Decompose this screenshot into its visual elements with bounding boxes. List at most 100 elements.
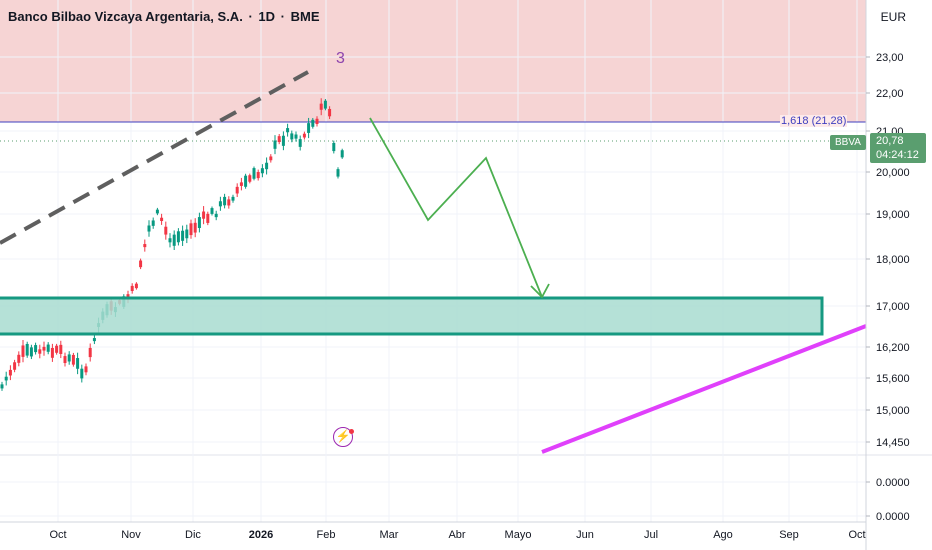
wave-count-label: 3 (336, 50, 345, 67)
candle-body (197, 217, 201, 229)
time-tick-label: Jul (644, 529, 658, 541)
candle-body (290, 133, 294, 140)
candle-body (189, 223, 193, 236)
candle-body (80, 368, 84, 379)
candle-body (252, 168, 256, 179)
candle-body (130, 285, 134, 291)
title-separator: · (248, 9, 253, 24)
candle-body (223, 196, 227, 206)
price-axis[interactable]: 23,0022,0021,0020,00019,00018,00017,0001… (866, 52, 910, 523)
candle-body (8, 369, 12, 376)
candle-body (277, 136, 281, 143)
support-zone[interactable] (0, 296, 824, 336)
candle-body (286, 128, 290, 133)
candle-body (294, 134, 298, 139)
candle-body (319, 103, 323, 110)
time-tick-label: Oct (848, 529, 865, 541)
candle-body (181, 230, 185, 241)
candle-body (302, 133, 306, 138)
candle-body (76, 358, 80, 369)
candle-body (84, 366, 88, 373)
last-price-value: 20,78 (876, 135, 904, 147)
candle-body (92, 338, 96, 342)
candle-body (202, 211, 206, 219)
candle-body (298, 139, 302, 147)
candle-body (265, 162, 269, 170)
candle-body (340, 150, 344, 158)
time-tick-label: Nov (121, 529, 141, 541)
forecast-arrowhead (530, 283, 550, 299)
candle-body (269, 156, 273, 161)
price-tick-label: 22,00 (876, 88, 904, 100)
time-tick-label: Sep (779, 529, 799, 541)
candle-body (29, 347, 33, 357)
candle-body (231, 196, 235, 201)
symbol-name: Banco Bilbao Vizcaya Argentaria, S.A. (8, 9, 243, 24)
forecast-path (369, 117, 543, 298)
price-tick-label: 0.0000 (876, 511, 910, 523)
time-tick-label: Oct (49, 529, 66, 541)
candle-body (244, 175, 248, 187)
candle-body (227, 199, 231, 206)
candle-body (151, 220, 155, 226)
candle-body (256, 172, 260, 179)
last-price-tag: 20,78 04:24:12 (870, 133, 926, 163)
currency-label[interactable]: EUR (880, 10, 906, 24)
candle-body (71, 354, 75, 365)
price-tick-label: 15,600 (876, 373, 910, 385)
time-tick-label: Jun (576, 529, 594, 541)
candle-body (160, 217, 164, 221)
time-axis[interactable]: Oct Nov Dic 2026 Feb Mar Abr Mayo Jun Jul Ago Sep Oc… (49, 529, 865, 541)
chart-title: Banco Bilbao Vizcaya Argentaria, S.A. · … (8, 9, 320, 24)
candle-body (147, 225, 151, 232)
candle-body (42, 346, 46, 351)
time-tick-label: Dic (185, 529, 201, 541)
candle-body (155, 209, 159, 214)
candle-body (164, 226, 168, 235)
lightning-alert-icon[interactable]: ⚡ (333, 427, 353, 447)
candle-body (21, 345, 25, 357)
candle-body (218, 201, 222, 207)
candle-body (88, 347, 92, 358)
candle-body (4, 376, 8, 381)
time-tick-label: 2026 (249, 529, 273, 541)
candle-body (13, 362, 17, 370)
price-tick-label: 17,000 (876, 301, 910, 313)
candle-body (235, 186, 239, 194)
candle-body (46, 344, 50, 352)
symbol-tag: BBVA (830, 135, 866, 150)
candle-body (25, 343, 29, 356)
time-tick-label: Ago (713, 529, 733, 541)
candle-body (17, 354, 21, 363)
candlesticks (0, 98, 344, 391)
interval-label[interactable]: 1D (258, 9, 276, 24)
candle-body (239, 182, 243, 186)
candle-body (55, 345, 59, 353)
price-tick-label: 16,200 (876, 342, 910, 354)
candle-body (273, 140, 277, 149)
candle-body (260, 168, 264, 174)
fib-extension-label: 1,618 (21,28) (780, 115, 848, 127)
candle-body (193, 222, 197, 233)
exchange-label: BME (290, 9, 320, 24)
candle-body (67, 354, 71, 362)
price-tick-label: 23,00 (876, 52, 904, 64)
price-tick-label: 15,000 (876, 405, 910, 417)
price-tick-label: 0.0000 (876, 477, 910, 489)
candle-body (210, 208, 214, 214)
candle-body (281, 135, 285, 146)
candle-body (34, 345, 38, 353)
grid (0, 0, 932, 522)
time-tick-label: Feb (317, 529, 336, 541)
candle-body (206, 213, 210, 223)
candle-body (328, 108, 332, 117)
trend-dashed-line (0, 70, 309, 245)
candle-body (50, 347, 54, 358)
candle-body (336, 169, 340, 177)
candle-body (311, 119, 315, 127)
candle-body (59, 344, 63, 354)
candle-body (323, 100, 327, 109)
time-tick-label: Mayo (505, 529, 532, 541)
candle-body (307, 123, 311, 133)
